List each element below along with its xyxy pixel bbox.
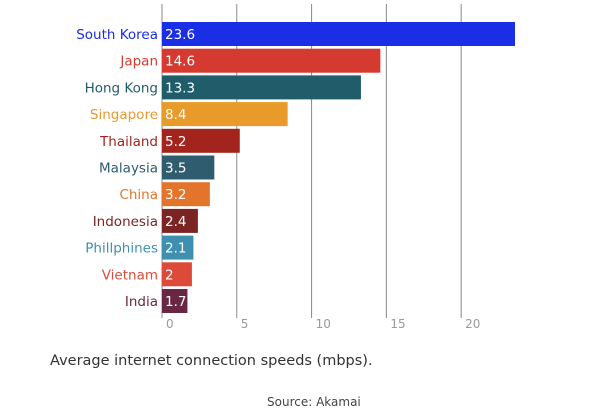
x-tick-label: 5 (241, 317, 249, 331)
bar-value-label: 23.6 (165, 27, 195, 43)
category-label: China (119, 187, 158, 203)
bar (162, 75, 361, 100)
bar-value-label: 8.4 (165, 107, 186, 123)
category-label: Japan (119, 54, 158, 70)
bar-value-label: 3.2 (165, 187, 186, 203)
x-axis-ticks: 0 5 10 15 20 (166, 317, 480, 331)
chart-source: Source: Akamai (267, 395, 361, 409)
bar (162, 155, 215, 180)
bar (162, 128, 240, 153)
bar-value-label: 14.6 (165, 54, 195, 70)
bar (162, 48, 381, 73)
bar (162, 22, 515, 46)
bar-value-label: 1.7 (165, 294, 186, 310)
category-label: Singapore (90, 107, 158, 123)
category-label: Hong Kong (85, 80, 158, 96)
bar-value-label: 2 (165, 267, 174, 283)
x-tick-label: 0 (166, 317, 174, 331)
chart-caption: Average internet connection speeds (mbps… (50, 353, 373, 369)
bar (162, 102, 288, 127)
bars: 23.6 South Korea 14.6 Japan 13.3 Hong Kong 8.4… (76, 22, 515, 313)
bar-value-label: 2.4 (165, 214, 186, 230)
bar (162, 262, 192, 287)
category-label: Malaysia (99, 161, 158, 177)
category-label: India (125, 294, 158, 310)
bar (162, 289, 188, 313)
bar (162, 235, 194, 260)
bar-value-label: 3.5 (165, 161, 186, 177)
x-tick-label: 15 (390, 317, 405, 331)
category-label: Indonesia (93, 214, 158, 230)
bar-value-label: 2.1 (165, 241, 186, 257)
category-label: Thailand (99, 134, 158, 150)
x-tick-label: 20 (465, 317, 480, 331)
x-tick-label: 10 (316, 317, 331, 331)
bar-value-label: 5.2 (165, 134, 186, 150)
category-label: South Korea (76, 27, 158, 43)
bar (162, 208, 198, 233)
bar-value-label: 13.3 (165, 80, 195, 96)
category-label: Vietnam (102, 267, 158, 283)
category-label: Phillphines (85, 241, 158, 257)
bar (162, 182, 210, 207)
